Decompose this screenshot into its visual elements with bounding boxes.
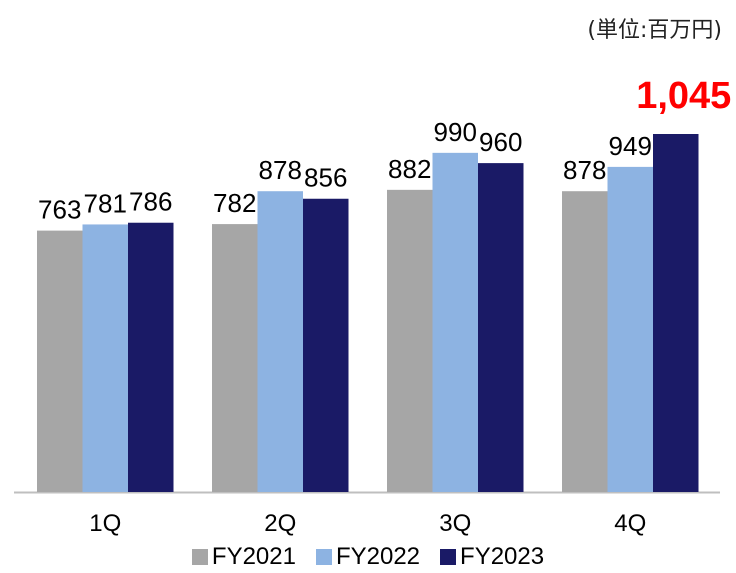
data-label-fy2021-1q: 763: [38, 195, 81, 225]
bar-fy2021-3q: [387, 189, 433, 493]
data-label-fy2023-2q: 856: [304, 163, 347, 193]
legend-swatch-fy2023: [440, 549, 457, 565]
data-label-fy2022-1q: 781: [84, 188, 127, 218]
data-label-fy2021-3q: 882: [388, 154, 431, 184]
x-tick-4q: 4Q: [614, 510, 646, 537]
legend-label-fy2021: FY2021: [211, 543, 296, 570]
legend-item-fy2021: FY2021: [191, 541, 296, 573]
data-label-fy2022-2q: 878: [259, 155, 302, 185]
data-label-fy2023-4q: 1,045: [636, 75, 731, 117]
data-label-fy2023-3q: 960: [479, 127, 522, 157]
bar-fy2022-1q: [82, 224, 128, 492]
legend-label-fy2023: FY2023: [460, 543, 545, 570]
bar-fy2022-2q: [257, 191, 303, 492]
legend-item-fy2023: FY2023: [440, 541, 544, 573]
unit-label: (単位:百万円): [587, 18, 722, 43]
bar-fy2021-4q: [562, 191, 608, 492]
data-label-fy2022-4q: 949: [609, 131, 652, 161]
data-label-fy2021-4q: 878: [563, 155, 606, 185]
bar-fy2023-3q: [478, 163, 524, 492]
legend-label-fy2022: FY2022: [335, 543, 421, 570]
data-label-fy2022-3q: 990: [434, 117, 477, 147]
legend: FY2021 FY2022 FY2023: [0, 541, 736, 573]
bar-fy2023-2q: [303, 198, 349, 492]
legend-swatch-fy2021: [191, 549, 208, 565]
x-tick-3q: 3Q: [439, 510, 471, 537]
legend-swatch-fy2022: [315, 549, 332, 565]
data-label-fy2023-1q: 786: [129, 187, 172, 217]
bar-fy2022-3q: [432, 152, 478, 492]
x-tick-2q: 2Q: [264, 510, 296, 537]
data-label-fy2021-2q: 782: [213, 188, 256, 218]
x-tick-1q: 1Q: [89, 510, 121, 537]
bar-fy2021-1q: [37, 230, 83, 492]
bar-fy2021-2q: [212, 224, 258, 492]
bar-fy2023-4q: [653, 134, 699, 492]
legend-item-fy2022: FY2022: [315, 541, 421, 573]
bar-fy2023-1q: [128, 222, 174, 492]
bar-fy2022-4q: [607, 166, 653, 492]
